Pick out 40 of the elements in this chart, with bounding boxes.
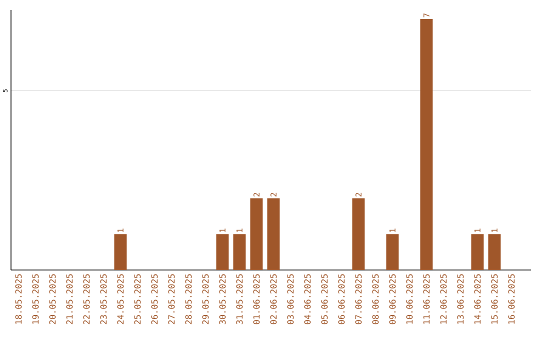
- data-label: 1: [236, 228, 242, 232]
- data-label: 1: [118, 228, 124, 232]
- x-tick-label: 15.06.2025: [491, 274, 498, 324]
- x-tick-label: 06.06.2025: [338, 274, 345, 324]
- x-tick-label: 08.06.2025: [372, 274, 379, 324]
- x-tick-label: 11.06.2025: [423, 274, 430, 324]
- x-tick-label: 01.06.2025: [253, 274, 260, 324]
- data-label: 1: [492, 228, 498, 232]
- x-tick-label: 26.05.2025: [151, 274, 158, 324]
- data-label: 2: [355, 192, 362, 196]
- data-label: 1: [474, 228, 480, 232]
- data-label: 2: [270, 192, 276, 196]
- x-tick-label: 14.06.2025: [474, 274, 481, 324]
- x-tick-label: 22.05.2025: [83, 274, 90, 324]
- data-label: 7: [424, 14, 430, 18]
- x-tick-label: 10.06.2025: [406, 274, 413, 324]
- x-tick-label: 16.06.2025: [508, 274, 515, 324]
- x-tick-label: 07.06.2025: [355, 274, 362, 324]
- x-tick-label: 02.06.2025: [270, 274, 277, 324]
- data-label: 2: [253, 192, 260, 196]
- x-tick-label: 29.05.2025: [202, 274, 209, 324]
- x-tick-label: 28.05.2025: [185, 274, 192, 324]
- x-tick-label: 09.06.2025: [389, 274, 396, 324]
- data-label: 1: [220, 228, 226, 232]
- x-tick-label: 30.05.2025: [219, 274, 226, 324]
- x-tick-label: 27.05.2025: [168, 274, 175, 324]
- x-tick-label: 12.06.2025: [440, 274, 447, 324]
- data-label: 1: [390, 228, 396, 232]
- x-tick-label: 19.05.2025: [32, 274, 39, 324]
- x-tick-label: 04.06.2025: [304, 274, 311, 324]
- x-tick-label: 31.05.2025: [236, 274, 243, 324]
- x-tick-label: 20.05.2025: [49, 274, 56, 324]
- x-tick-label: 18.05.2025: [15, 274, 22, 324]
- x-tick-label: 23.05.2025: [100, 274, 107, 324]
- x-tick-label: 05.06.2025: [321, 274, 328, 324]
- x-tick-label: 03.06.2025: [287, 274, 294, 324]
- x-tick-label: 13.06.2025: [457, 274, 464, 324]
- x-tick-label: 25.05.2025: [134, 274, 141, 324]
- x-tick-label: 21.05.2025: [66, 274, 73, 324]
- x-tick-label: 24.05.2025: [117, 274, 124, 324]
